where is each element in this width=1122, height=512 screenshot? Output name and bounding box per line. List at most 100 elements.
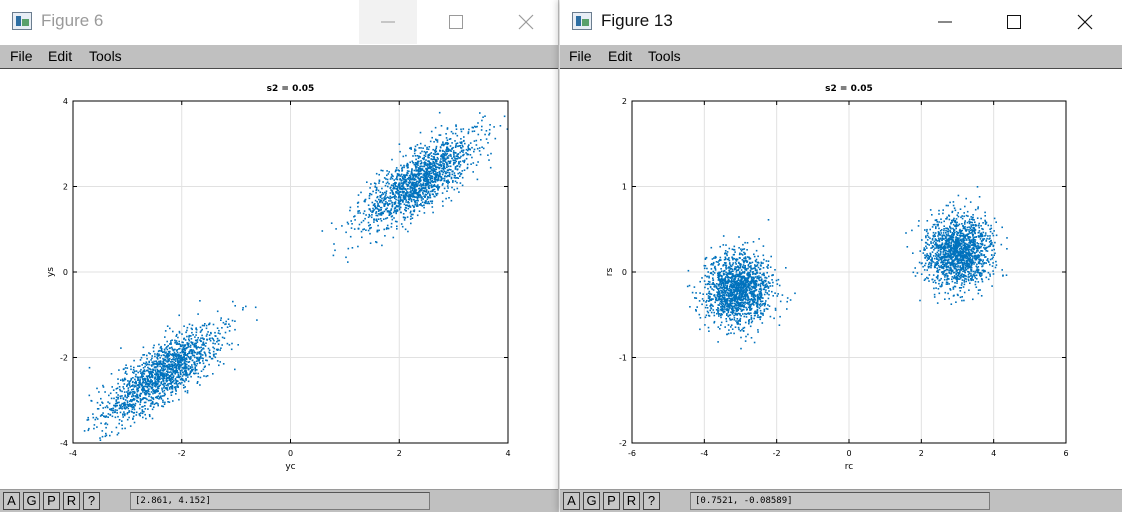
menu-tools[interactable]: Tools — [648, 48, 681, 64]
scatter-point — [726, 288, 729, 291]
scatter-point — [462, 151, 464, 153]
scatter-point — [124, 372, 127, 374]
menu-edit[interactable]: Edit — [48, 48, 73, 64]
scatter-point — [398, 191, 400, 193]
scatter-point — [176, 370, 179, 372]
scatter-point — [395, 178, 397, 180]
scatter-point — [734, 290, 736, 293]
scatter-point — [755, 265, 757, 267]
scatter-point — [374, 186, 376, 188]
scatter-point — [429, 196, 432, 199]
scatter-point — [935, 242, 937, 245]
scatter-point — [345, 231, 347, 234]
scatter-point — [402, 182, 405, 185]
scatter-point — [714, 265, 716, 268]
scatter-point — [763, 293, 766, 296]
scatter-point — [717, 279, 720, 281]
scatter-point — [163, 354, 166, 357]
pan-button[interactable]: P — [43, 492, 60, 510]
scatter-point — [413, 181, 416, 184]
grid-button[interactable]: G — [23, 492, 40, 510]
scatter-point — [396, 175, 398, 178]
menu-file[interactable]: File — [10, 48, 33, 64]
menu-file[interactable]: File — [569, 48, 592, 64]
scatter-point — [435, 145, 438, 148]
scatter-point — [357, 194, 360, 196]
scatter-point — [740, 292, 742, 294]
scatter-point — [415, 168, 417, 170]
scatter-point — [176, 351, 179, 354]
scatter-point — [172, 358, 174, 360]
title-bar[interactable]: Figure 6 — [0, 0, 558, 44]
scatter-point — [374, 205, 376, 207]
scatter-point — [729, 262, 731, 264]
scatter-point — [406, 162, 409, 165]
menu-tools[interactable]: Tools — [89, 48, 122, 64]
scatter-point — [165, 347, 167, 349]
close-button[interactable] — [1056, 0, 1114, 44]
scatter-point — [730, 277, 732, 279]
scatter-point — [715, 297, 718, 299]
scatter-point — [100, 397, 102, 400]
scatter-point — [434, 151, 437, 154]
minimize-button[interactable] — [359, 0, 417, 44]
scatter-point — [139, 380, 141, 382]
scatter-point — [220, 319, 222, 321]
scatter-point — [425, 168, 427, 170]
rotate-button[interactable]: R — [63, 492, 80, 510]
scatter-point — [440, 164, 443, 166]
maximize-button[interactable] — [985, 0, 1043, 44]
scatter-point — [752, 287, 755, 289]
scatter-point — [369, 192, 371, 195]
scatter-point — [202, 347, 205, 350]
scatter-point — [704, 306, 707, 309]
scatter-point — [730, 268, 733, 270]
maximize-button[interactable] — [427, 0, 485, 44]
scatter-point — [221, 344, 223, 346]
plot-area[interactable]: -6 -4 -2 0 2 4 6 -2 -1 0 1 2 s2 = 0.05 rc rs — [560, 70, 1122, 489]
minimize-button[interactable] — [916, 0, 974, 44]
help-button[interactable]: ? — [83, 492, 100, 510]
scatter-point — [979, 238, 982, 240]
figure-13-window[interactable]: Figure 13 File Edit Tools -6 -4 -2 0 2 4 6 -2 -1… — [560, 0, 1122, 512]
scatter-point — [160, 398, 163, 400]
scatter-point — [439, 163, 441, 166]
scatter-point — [728, 259, 731, 262]
scatter-point — [421, 188, 423, 190]
scatter-point — [731, 294, 734, 297]
scatter-point — [199, 376, 202, 379]
menu-edit[interactable]: Edit — [608, 48, 633, 64]
scatter-point — [712, 289, 715, 291]
scatter-point — [403, 197, 406, 199]
scatter-point — [154, 402, 157, 405]
scatter-point — [749, 266, 752, 268]
scatter-point — [147, 366, 149, 369]
scatter-point — [424, 155, 427, 157]
scatter-point — [366, 181, 368, 183]
scatter-point — [726, 302, 729, 304]
scatter-point — [144, 379, 147, 381]
scatter-point — [451, 157, 453, 160]
plot-area[interactable]: -4 -2 0 2 4 -4 -2 0 2 4 s2 = 0.05 yc ys — [0, 70, 558, 489]
scatter-point — [719, 274, 722, 277]
scatter-point — [478, 147, 481, 149]
close-button[interactable] — [497, 0, 555, 44]
scatter-point — [731, 270, 733, 273]
scatter-point — [254, 306, 257, 309]
scatter-point — [733, 294, 735, 296]
scatter-point — [751, 292, 754, 295]
autoscale-button[interactable]: A — [3, 492, 20, 510]
scatter-point — [762, 274, 765, 276]
scatter-point — [458, 157, 460, 159]
scatter-point — [361, 236, 363, 239]
scatter-point — [734, 299, 737, 301]
title-bar[interactable]: Figure 13 — [560, 0, 1122, 44]
y-tick-label: 0 — [63, 268, 68, 277]
scatter-point — [154, 377, 156, 379]
scatter-point — [155, 378, 158, 381]
scatter-point — [163, 385, 165, 388]
scatter-point — [744, 253, 746, 255]
figure-6-window[interactable]: Figure 6 File Edit Tools -4 -2 0 2 4 -4 -2 0 2 4 s… — [0, 0, 559, 512]
